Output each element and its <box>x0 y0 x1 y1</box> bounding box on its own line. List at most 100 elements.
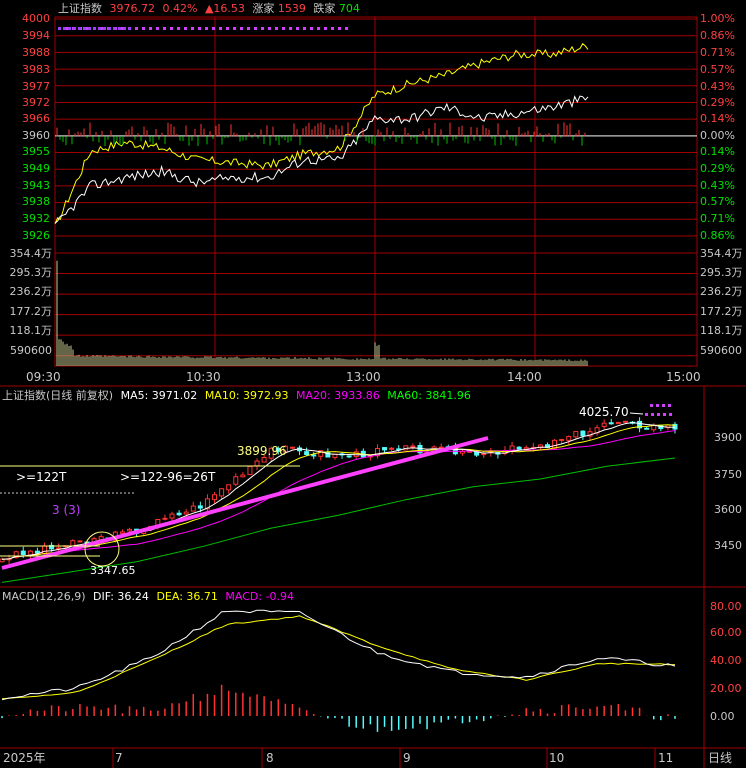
date-tick-label: 7 <box>115 751 123 765</box>
indicator-dot <box>163 27 166 30</box>
indicator-dot <box>156 27 159 30</box>
indicator-dot <box>663 413 666 416</box>
volume-tick-label-left: 295.3万 <box>10 266 53 279</box>
date-tick-label: 11 <box>658 751 673 765</box>
price-tick-label: 3983 <box>22 63 50 76</box>
macd-tick-label: 80.00 <box>710 600 742 613</box>
candle-up <box>162 517 168 520</box>
indicator-dot <box>247 27 250 30</box>
fall-label: 跌家 <box>313 2 336 15</box>
rise-count: 1539 <box>277 2 306 15</box>
pct-tick-label: 0.14% <box>700 145 735 158</box>
indicator-dot <box>128 27 131 30</box>
candle-down <box>49 544 55 550</box>
macd-tick-label: 60.00 <box>710 626 742 639</box>
intraday-lines <box>54 27 589 225</box>
candle-down <box>346 455 352 458</box>
pct-tick-label: 1.00% <box>700 12 735 25</box>
indicator-dot <box>135 27 138 30</box>
indicator-dot <box>108 27 111 30</box>
indicator-dot <box>123 27 126 30</box>
price-tick-label: 3938 <box>22 195 50 208</box>
price-tick-label: 3932 <box>22 212 50 225</box>
indicator-dot <box>303 27 306 30</box>
volume-tick-label-right: 118.1万 <box>700 324 743 337</box>
candle-up <box>552 439 558 449</box>
ma60-line <box>1 457 676 583</box>
candle-down <box>176 512 182 516</box>
pct-tick-label: 0.14% <box>700 112 735 125</box>
daily-title[interactable]: 上证指数(日线 前复权) <box>2 389 114 402</box>
indicator-dot <box>118 27 121 30</box>
candle-up <box>13 551 19 559</box>
pct-tick-label: 0.71% <box>700 46 735 59</box>
price-axis-left: 4000 3994 3988 3983 3977 3972 3966 3960 … <box>22 12 50 242</box>
macd-axis: 80.00 60.00 40.00 20.00 0.00 <box>710 600 742 723</box>
macd-title[interactable]: MACD(12,26,9) <box>2 590 86 603</box>
indicator-dot <box>83 27 86 30</box>
price-tick-label: 3966 <box>22 112 50 125</box>
candle-up <box>615 421 621 425</box>
indicator-dot <box>338 27 341 30</box>
index-name[interactable]: 上证指数 <box>58 2 102 15</box>
candle-up <box>247 465 253 476</box>
candle-down <box>304 451 310 456</box>
indicator-dot <box>645 413 648 416</box>
candle-up <box>119 531 125 534</box>
candle-up <box>42 545 48 555</box>
index-change: ▲16.53 <box>204 2 245 15</box>
pct-tick-label: 0.43% <box>700 179 735 192</box>
indicator-dot <box>93 27 96 30</box>
daily-header: 上证指数(日线 前复权) MA5: 3971.02 MA10: 3972.93 … <box>2 389 475 402</box>
indicator-dot <box>78 27 81 30</box>
candle-down <box>516 446 522 450</box>
candle-up <box>212 494 218 501</box>
volume-tick-label-left: 118.1万 <box>10 324 53 337</box>
indicator-dot <box>103 27 106 30</box>
low-label: 3347.65 <box>90 564 136 577</box>
pct-tick-label: 0.43% <box>700 80 735 93</box>
indicator-dot <box>324 27 327 30</box>
indicator-dot <box>669 413 672 416</box>
indicator-dot <box>268 27 271 30</box>
volume-tick-label-right: 177.2万 <box>700 305 743 318</box>
candle-up <box>481 453 487 456</box>
indicator-dot <box>198 27 201 30</box>
indicator-dot <box>212 27 215 30</box>
pct-tick-label: 0.00% <box>700 129 735 142</box>
indicator-dot <box>331 27 334 30</box>
price-tick-label: 3955 <box>22 145 50 158</box>
ma20-value: MA20: 3933.86 <box>296 389 380 402</box>
ma10-value: MA10: 3972.93 <box>204 389 289 402</box>
candle-up <box>410 445 416 448</box>
candle-up <box>573 431 579 438</box>
price-tick-label: 3960 <box>22 129 50 142</box>
candle-up <box>240 474 246 478</box>
candle-down <box>325 451 331 458</box>
candle-up <box>169 513 175 519</box>
pct-tick-label: 0.29% <box>700 96 735 109</box>
indicator-dot <box>657 413 660 416</box>
indicator-dot <box>63 27 66 30</box>
daily-tick-label: 3600 <box>714 503 742 516</box>
period-label[interactable]: 日线 <box>708 751 732 765</box>
date-tick-label: 10 <box>549 751 564 765</box>
high-pointer <box>629 412 644 415</box>
candle-down <box>382 447 388 451</box>
price-tick-label: 3949 <box>22 162 50 175</box>
intraday-price-line <box>54 95 589 224</box>
candle-down <box>275 447 281 452</box>
dif-line <box>1 609 676 701</box>
ma20-line <box>1 430 676 560</box>
candle-up <box>254 460 260 467</box>
price-tick-label: 3972 <box>22 96 50 109</box>
candle-down <box>197 505 203 509</box>
indicator-dot <box>184 27 187 30</box>
volume-tick-label-right: 236.2万 <box>700 285 743 298</box>
pct-axis-right: 1.00% 0.86% 0.71% 0.57% 0.43% 0.29% 0.14… <box>700 12 735 242</box>
indicator-dot <box>113 27 116 30</box>
volume-tick-label-left: 354.4万 <box>10 247 53 260</box>
candle-down <box>311 454 317 457</box>
